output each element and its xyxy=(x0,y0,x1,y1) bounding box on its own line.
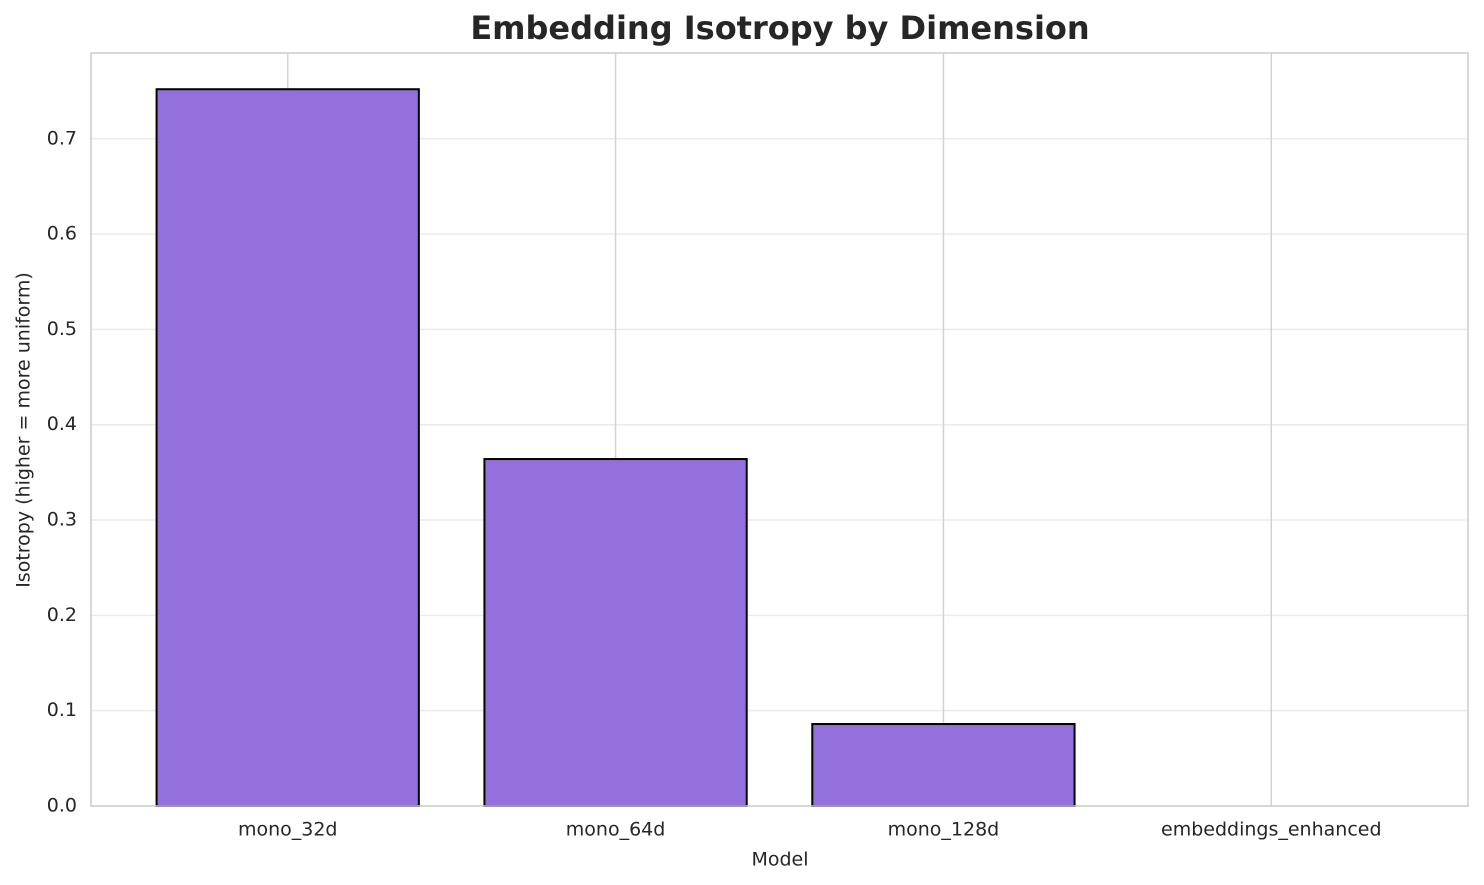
bar xyxy=(811,723,1076,807)
y-tick-label: 0.7 xyxy=(47,127,77,149)
bar xyxy=(483,458,748,807)
y-axis-label: Isotropy (higher = more uniform) xyxy=(13,272,35,588)
bar xyxy=(155,88,420,807)
chart-title: Embedding Isotropy by Dimension xyxy=(470,9,1089,47)
x-tick-label: mono_128d xyxy=(888,819,1000,841)
y-tick-label: 0.0 xyxy=(47,795,77,817)
plot-frame xyxy=(90,52,1469,807)
y-tick-label: 0.4 xyxy=(47,413,77,435)
x-tick-label: embeddings_enhanced xyxy=(1161,819,1382,841)
y-tick-label: 0.1 xyxy=(47,699,77,721)
x-axis-label: Model xyxy=(751,849,808,871)
y-tick-label: 0.2 xyxy=(47,604,77,626)
y-tick-label: 0.3 xyxy=(47,509,77,531)
x-tick-label: mono_32d xyxy=(238,819,338,841)
x-tick-label: mono_64d xyxy=(566,819,666,841)
y-tick-label: 0.6 xyxy=(47,223,77,245)
y-tick-label: 0.5 xyxy=(47,318,77,340)
